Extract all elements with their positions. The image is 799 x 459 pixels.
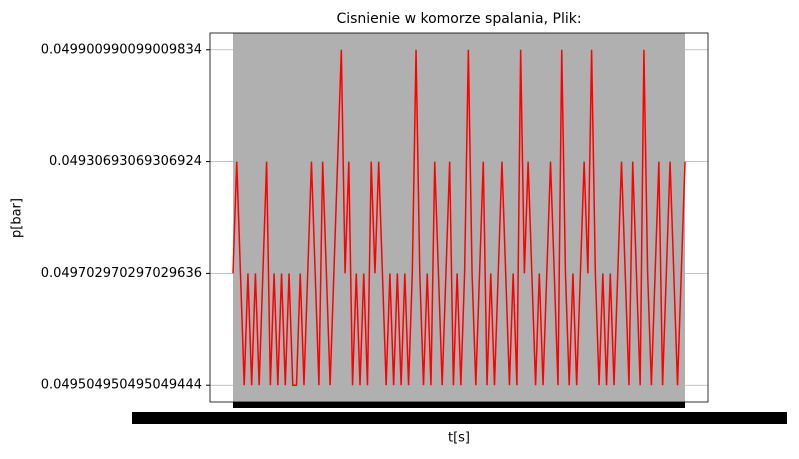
y-tick-label: 0.04930693069306924	[49, 154, 202, 169]
x-tick-labels-overlapping	[132, 412, 787, 424]
y-tick-label: 0.049900990099009834	[41, 42, 202, 57]
marks	[210, 49, 708, 386]
x-ticks-dense	[233, 402, 685, 408]
y-tick-label: 0.049702970297029636	[41, 266, 202, 281]
y-axis-label: p[bar]	[10, 198, 25, 238]
y-tick-label: 0.049504950495049444	[41, 378, 202, 393]
data-line	[232, 49, 686, 386]
x-axis-label: t[s]	[448, 431, 470, 446]
chart-title: Cisnienie w komorze spalania, Plik:	[336, 11, 581, 27]
